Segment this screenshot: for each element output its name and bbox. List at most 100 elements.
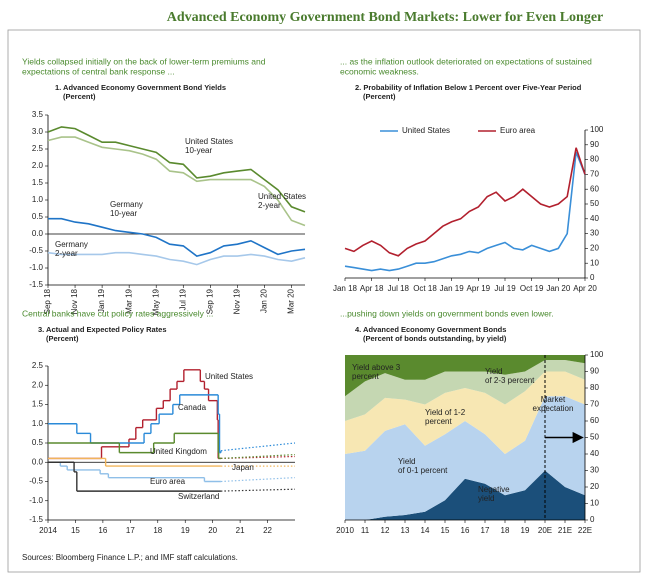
series-label: Canada	[178, 403, 207, 412]
y-tick-label: 1.0	[32, 419, 44, 428]
series-line	[47, 251, 306, 266]
series-label: Yield of 1-2	[425, 408, 466, 417]
series-label: Japan	[232, 463, 254, 472]
y-tick-label: 50	[590, 199, 599, 208]
y-tick-label: 3.0	[32, 127, 44, 136]
x-tick-label: 22E	[578, 526, 592, 535]
series-label: Switzerland	[178, 492, 219, 501]
expected-rate	[220, 442, 296, 452]
y-tick-label: 1.5	[32, 178, 44, 187]
x-tick-label: Jan 18	[333, 284, 358, 293]
series-label: Yield above 3	[352, 363, 401, 372]
figure-frame	[7, 29, 641, 573]
panel-caption: Central banks have cut policy rates aggr…	[22, 308, 213, 318]
x-tick-label: Mar 20	[287, 288, 296, 313]
stacked-area	[345, 470, 585, 520]
panel-caption: economic weakness.	[340, 66, 419, 76]
stacked-area	[345, 371, 585, 454]
x-tick-label: 21E	[558, 526, 572, 535]
x-tick-label: Nov 19	[232, 288, 241, 314]
y-tick-label: 2.5	[32, 144, 44, 153]
series-label: percent	[425, 417, 452, 426]
x-tick-label: 16	[461, 526, 470, 535]
x-tick-label: Apr 18	[360, 284, 384, 293]
expected-rate	[220, 488, 296, 492]
x-tick-label: Jul 18	[388, 284, 410, 293]
x-tick-label: May 19	[151, 288, 160, 315]
x-tick-label: Apr 19	[467, 284, 491, 293]
x-tick-label: Apr 20	[573, 284, 597, 293]
y-tick-label: 0	[590, 515, 595, 524]
series-label: United States	[205, 372, 253, 381]
y-tick-label: 3.5	[32, 110, 44, 119]
y-tick-label: 60	[590, 416, 599, 425]
x-tick-label: Nov 18	[70, 288, 79, 314]
y-tick-label: 0	[590, 273, 595, 282]
series-line	[344, 151, 586, 272]
x-tick-label: 22	[263, 526, 272, 535]
x-tick-label: 17	[126, 526, 135, 535]
y-tick-label: 90	[590, 367, 599, 376]
series-label: yield	[478, 494, 494, 503]
y-tick-label: 2.0	[32, 380, 44, 389]
y-tick-label: 20	[590, 482, 599, 491]
chart-title: 4. Advanced Economy Government Bonds	[355, 325, 506, 334]
stacked-area	[345, 360, 585, 421]
chart-title: 2. Probability of Inflation Below 1 Perc…	[355, 83, 582, 92]
annotation: expectation	[533, 404, 574, 413]
x-tick-label: 13	[401, 526, 410, 535]
series-line	[47, 136, 306, 227]
series-label: 10-year	[110, 209, 137, 218]
y-tick-label: 0.5	[32, 212, 44, 221]
y-tick-label: 2.5	[32, 361, 44, 370]
series-label: Germany	[110, 200, 143, 209]
chart-subtitle: (Percent)	[363, 92, 396, 101]
chart-subtitle: (Percent of bonds outstanding, by yield)	[363, 334, 507, 343]
series-label: Negative	[478, 485, 510, 494]
x-tick-label: Oct 18	[413, 284, 437, 293]
y-tick-label: 30	[590, 466, 599, 475]
series-label: 10-year	[185, 146, 212, 155]
y-tick-label: -1.5	[29, 280, 43, 289]
series-label: United Kingdom	[150, 447, 207, 456]
panel-caption: ...pushing down yields on government bon…	[340, 308, 554, 318]
y-tick-label: 20	[590, 244, 599, 253]
panel-caption: Yields collapsed initially on the back o…	[22, 56, 266, 66]
x-tick-label: 15	[441, 526, 450, 535]
chart-title: 1. Advanced Economy Government Bond Yiel…	[55, 83, 226, 92]
stacked-area	[345, 355, 585, 397]
series-line	[47, 126, 306, 213]
y-tick-label: 1.5	[32, 400, 44, 409]
series-label: 2-year	[258, 201, 281, 210]
series-line	[48, 217, 306, 257]
y-tick-label: -0.5	[29, 246, 43, 255]
x-tick-label: Oct 19	[520, 284, 544, 293]
series-label: Yield	[398, 457, 416, 466]
legend-label: United States	[402, 126, 450, 135]
series-label: percent	[352, 372, 379, 381]
stacked-area	[345, 396, 585, 520]
y-tick-label: 40	[590, 214, 599, 223]
y-tick-label: 50	[590, 433, 599, 442]
source-note: Sources: Bloomberg Finance L.P.; and IMF…	[22, 553, 238, 562]
x-tick-label: Jan 19	[97, 288, 106, 313]
y-tick-label: 0.5	[32, 438, 44, 447]
x-tick-label: 2014	[39, 526, 57, 535]
y-tick-label: 10	[590, 499, 599, 508]
legend-label: Euro area	[500, 126, 536, 135]
series-label: Yield	[485, 367, 503, 376]
x-tick-label: Jan 20	[546, 284, 571, 293]
x-tick-label: Jan 19	[440, 284, 465, 293]
x-tick-label: 16	[98, 526, 107, 535]
x-tick-label: 18	[501, 526, 510, 535]
series-label: United States	[185, 137, 233, 146]
y-tick-label: 10	[590, 258, 599, 267]
x-tick-label: Jan 20	[260, 288, 269, 313]
panel-caption: ... as the inflation outlook deteriorate…	[340, 56, 592, 66]
x-tick-label: 15	[71, 526, 80, 535]
series-label: Euro area	[150, 477, 186, 486]
x-tick-label: 20	[208, 526, 217, 535]
y-tick-label: 100	[590, 125, 604, 134]
x-tick-label: 21	[236, 526, 245, 535]
